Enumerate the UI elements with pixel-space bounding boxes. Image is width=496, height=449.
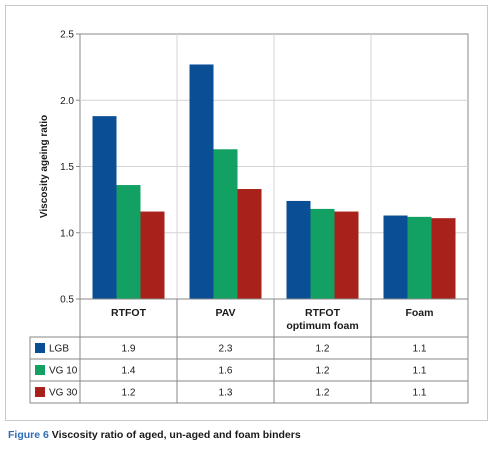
table-cell-value: 1.2 [316,344,330,355]
figure-label: Figure 6 [8,429,49,441]
bar-vg-30 [334,211,359,299]
table-cell-value: 1.4 [122,366,136,377]
x-category-label: PAV [215,307,235,319]
bar-lgb [286,200,311,299]
bar-vg-10 [310,208,335,299]
bar-vg-30 [140,211,165,299]
x-category-label: RTFOT [305,307,341,319]
table-cell-value: 1.2 [316,366,330,377]
legend-swatch-lgb [35,343,45,353]
legend-swatch-vg-30 [35,387,45,397]
y-axis-label: Viscosity ageing ratio [39,115,50,218]
bar-vg-30 [237,189,262,299]
bar-vg-10 [213,149,238,299]
figure-frame [5,5,488,421]
x-category-label: RTFOT [111,307,147,319]
bar-vg-10 [116,185,141,299]
legend-label: VG 10 [49,366,78,377]
y-tick-label: 1.5 [60,162,74,173]
table-cell-value: 1.6 [219,366,233,377]
x-category-label-line2: optimum foam [286,320,358,332]
table-cell-value: 1.1 [413,388,427,399]
bar-lgb [383,215,408,299]
table-cell-value: 1.2 [122,388,136,399]
y-tick-label: 2.0 [60,96,74,107]
legend-swatch-vg-10 [35,365,45,375]
caption-text: Viscosity ratio of aged, un-aged and foa… [48,429,301,441]
x-category-label: Foam [405,307,433,319]
legend-label: LGB [49,344,69,355]
y-tick-label: 1.0 [60,228,74,239]
table-cell-value: 1.3 [219,388,233,399]
table-cell-value: 1.1 [413,366,427,377]
table-cell-value: 1.2 [316,388,330,399]
bar-lgb [92,116,117,300]
legend-cell [29,380,81,404]
table-cell-value: 2.3 [219,344,233,355]
table-cell-value: 1.9 [122,344,136,355]
bar-vg-10 [407,216,432,299]
table-cell-value: 1.1 [413,344,427,355]
bar-lgb [189,64,214,299]
figure-caption: Figure 6 Viscosity ratio of aged, un-age… [8,429,301,441]
legend-label: VG 30 [49,388,78,399]
bar-vg-30 [431,218,456,299]
y-tick-label: 2.5 [60,30,74,41]
y-tick-label: 0.5 [60,295,74,306]
